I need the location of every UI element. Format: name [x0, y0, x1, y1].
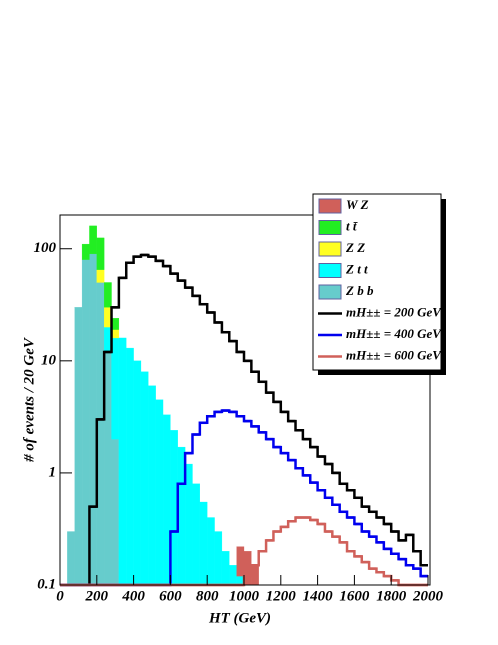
stack-bar: [81, 243, 90, 260]
y-tick-label: 100: [34, 240, 57, 256]
y-axis-title: # of events / 20 GeV: [21, 336, 37, 463]
stack-bar: [229, 565, 237, 586]
x-axis-title: HT (GeV): [208, 610, 271, 626]
legend-label: t t̄: [346, 218, 358, 233]
legend-label: Z Z: [345, 240, 365, 255]
x-tick-label: 1400: [303, 588, 334, 604]
legend-label: W Z: [346, 197, 369, 212]
stack-bar: [133, 360, 142, 586]
stack-bar: [126, 347, 134, 586]
legend-label: mH±± = 200 GeV: [346, 304, 442, 319]
y-tick-label: 1: [49, 464, 57, 480]
legend-swatch: [318, 241, 342, 257]
stack-bar: [214, 531, 223, 586]
stack-bar: [192, 483, 200, 586]
stack-bar: [104, 282, 112, 308]
stack-bar: [67, 531, 75, 586]
x-tick-label: 1200: [266, 588, 297, 604]
x-tick-label: 400: [121, 588, 145, 604]
legend-label: Z t t: [345, 261, 368, 276]
x-tick-label: 200: [85, 588, 109, 604]
legend-label: mH±± = 400 GeV: [346, 326, 442, 341]
x-tick-label: 800: [196, 588, 219, 604]
stack-bar: [140, 371, 149, 586]
legend-swatch: [318, 220, 342, 235]
legend-swatch: [318, 198, 342, 214]
legend-entries: W Z t t̄ Z Z Z t t Z b b mH±± = 200 GeV mH±± =…: [318, 197, 442, 362]
stack-bar: [111, 439, 120, 586]
stack-bar: [96, 269, 105, 283]
stack-bar: [236, 546, 245, 577]
stack-bar: [96, 237, 105, 270]
x-tick-label: 1600: [339, 588, 370, 604]
x-tick-label: 1800: [376, 588, 407, 604]
legend-label: mH±± = 600 GeV: [346, 347, 442, 362]
legend-swatch: [318, 284, 342, 300]
frame: [59, 214, 431, 586]
x-tick-label: 2000: [412, 588, 444, 604]
stack-bar: [207, 517, 215, 586]
y-tick-label: 0.1: [37, 576, 56, 592]
y-tick-label: 10: [41, 352, 57, 368]
stack-bar: [118, 337, 127, 586]
stack-bar: [155, 399, 164, 586]
stack-bar: [199, 501, 208, 586]
stack-bar: [74, 307, 83, 586]
x-tick-label: 0: [56, 588, 64, 604]
x-tick-label: 600: [159, 588, 182, 604]
stack-bar: [89, 225, 97, 255]
x-tick-label: 1000: [229, 588, 260, 604]
legend-label: Z b b: [345, 283, 374, 298]
legend-swatch: [318, 263, 342, 278]
stack-bar: [221, 551, 230, 586]
stack-bar: [148, 385, 156, 586]
